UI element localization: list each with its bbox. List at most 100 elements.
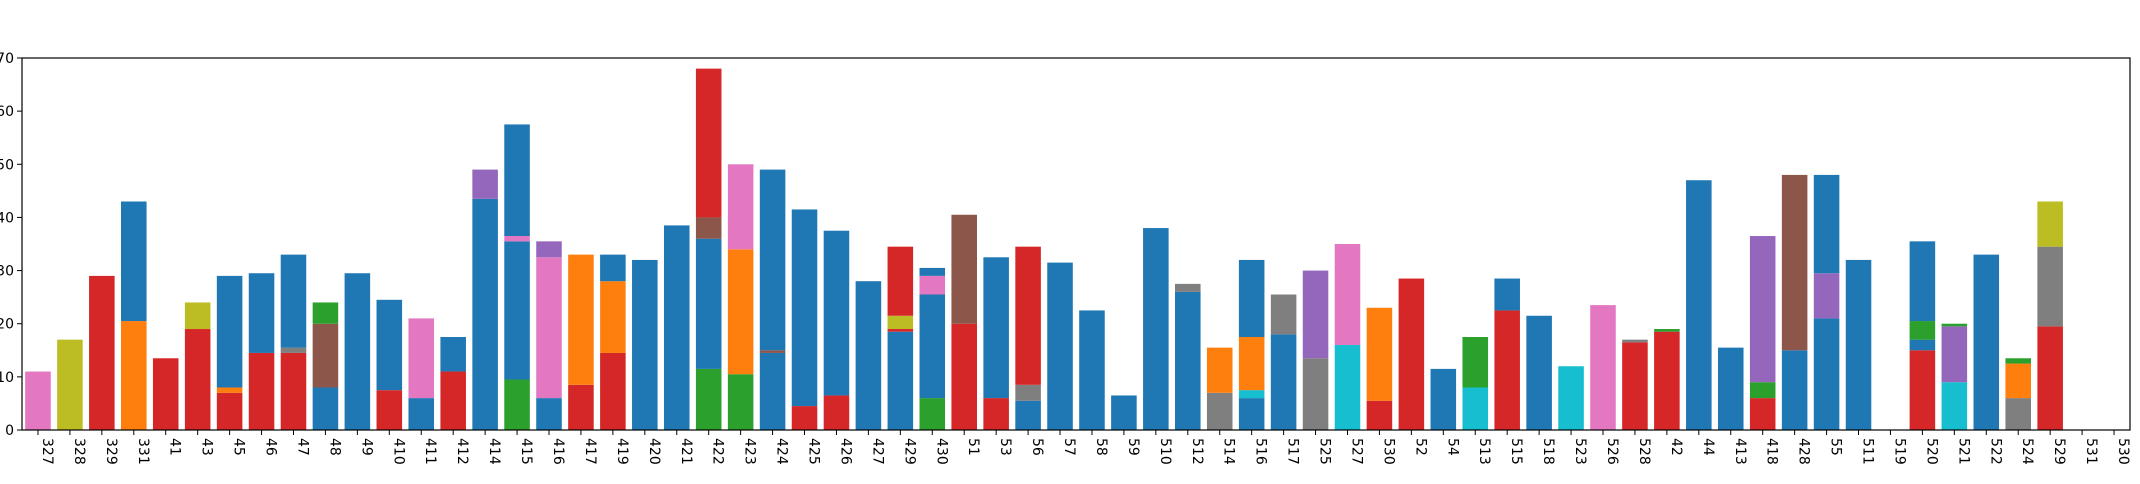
- bar-segment-58-0: [1079, 310, 1105, 430]
- y-tick-label-0: 0: [5, 423, 14, 439]
- bar-segment-520-3: [1909, 241, 1936, 322]
- bar-segment-429-1: [887, 329, 914, 332]
- x-tick-label-48: 48: [326, 438, 342, 456]
- bar-segment-421-0: [663, 225, 690, 430]
- bar-segment-43-1: [184, 302, 211, 330]
- bar-segment-42-1: [1654, 329, 1680, 332]
- x-tick-label-55: 55: [1828, 438, 1844, 456]
- bar-segment-423-0: [727, 374, 754, 430]
- bar-segment-520-1: [1909, 339, 1936, 351]
- bar-segment-419-0: [600, 352, 626, 430]
- x-tick-label-512: 512: [1189, 438, 1205, 465]
- bar-segment-55-0: [1813, 318, 1840, 430]
- bar-segment-524-2: [2005, 358, 2031, 364]
- bar-segment-413-0: [1717, 347, 1744, 430]
- x-tick-label-421: 421: [678, 438, 694, 465]
- bar-segment-424-0: [759, 352, 786, 430]
- bar-segment-513-1: [1462, 337, 1489, 388]
- bar-segment-422-3: [695, 68, 722, 218]
- y-tick-label-50: 50: [0, 157, 14, 173]
- x-tick-label-522: 522: [1987, 438, 2003, 465]
- bar-segment-511-0: [1845, 259, 1872, 430]
- bar-segment-525-0: [1302, 358, 1329, 430]
- x-tick-label-52: 52: [1412, 438, 1428, 456]
- bar-segment-528-1: [1622, 339, 1648, 343]
- bar-segment-410-0: [376, 390, 403, 430]
- bar-segment-47-0: [280, 352, 307, 430]
- bar-segment-331-1: [121, 201, 147, 322]
- x-axis: 327 328 329 331 41 43 45 46 47 48 49 410 411 412 414 41…: [37, 430, 2131, 465]
- bar-segment-424-2: [759, 169, 786, 351]
- bar-segment-430-2: [919, 275, 946, 295]
- y-tick-label-20: 20: [0, 317, 14, 333]
- x-tick-label-47: 47: [294, 438, 310, 456]
- x-tick-label-43: 43: [199, 438, 215, 456]
- bar-segment-423-2: [727, 164, 754, 250]
- x-tick-label-413: 413: [1732, 438, 1748, 465]
- x-tick-label-41: 41: [167, 438, 183, 456]
- bar-segment-410-1: [376, 299, 403, 391]
- y-tick-label-10: 10: [0, 370, 14, 386]
- bar-segment-47-2: [280, 254, 307, 348]
- bar-segment-414-1: [472, 169, 498, 199]
- bar-segment-520-0: [1909, 350, 1936, 430]
- bar-segment-418-2: [1749, 236, 1776, 383]
- bar-segment-415-2: [504, 236, 530, 242]
- x-tick-label-524: 524: [2019, 438, 2035, 465]
- bar-segment-430-0: [919, 398, 946, 430]
- bar-segment-524-0: [2005, 398, 2031, 430]
- x-tick-label-59: 59: [1125, 438, 1141, 456]
- x-tick-label-427: 427: [869, 438, 885, 465]
- bar-segment-429-0: [887, 331, 914, 430]
- x-tick-label-514: 514: [1221, 438, 1237, 465]
- bar-segment-48-1: [312, 323, 339, 388]
- bar-segment-520-2: [1909, 321, 1936, 340]
- bar-segment-331-0: [121, 321, 147, 430]
- bar-segment-415-3: [504, 124, 530, 237]
- bar-segment-527-1: [1334, 244, 1361, 345]
- plot-frame: [21, 57, 2131, 431]
- x-tick-label-411: 411: [422, 438, 438, 465]
- x-tick-label-417: 417: [582, 438, 598, 465]
- x-tick-label-429: 429: [901, 438, 917, 465]
- y-tick-label-40: 40: [0, 210, 14, 226]
- bar-segment-419-1: [600, 281, 626, 353]
- x-tick-label-430: 430: [933, 438, 949, 465]
- bar-segment-430-3: [919, 267, 946, 276]
- y-tick-label-30: 30: [0, 264, 14, 280]
- bar-segment-55-1: [1813, 273, 1840, 319]
- bar-segment-417-1: [568, 254, 594, 385]
- bar-segment-56-1: [1015, 384, 1041, 401]
- x-tick-label-53: 53: [997, 438, 1013, 456]
- x-tick-label-410: 410: [390, 438, 406, 465]
- bar-segment-516-2: [1238, 337, 1265, 391]
- bar-segment-516-0: [1238, 398, 1265, 430]
- bar-segment-521-0: [1941, 382, 1968, 430]
- bar-segment-422-0: [695, 368, 722, 430]
- x-tick-label-523: 523: [1572, 438, 1588, 465]
- x-tick-label-529: 529: [2051, 438, 2067, 465]
- x-tick-label-329: 329: [103, 438, 119, 465]
- bar-segment-524-1: [2005, 363, 2031, 399]
- bar-segment-514-0: [1206, 392, 1233, 430]
- x-tick-label-425: 425: [806, 438, 822, 465]
- bar-segment-415-1: [504, 241, 530, 380]
- bar-segment-418-1: [1749, 382, 1776, 399]
- x-tick-label-527: 527: [1348, 438, 1364, 465]
- x-tick-label-526: 526: [1604, 438, 1620, 465]
- x-tick-label-414: 414: [486, 438, 502, 465]
- bar-segment-529-2: [2037, 201, 2063, 247]
- plot-background: [22, 58, 2130, 430]
- bar-segment-528-0: [1622, 342, 1648, 430]
- x-tick-label-49: 49: [358, 438, 374, 456]
- bar-segment-425-1: [791, 209, 818, 407]
- bar-segment-416-1: [536, 257, 562, 399]
- y-tick-label-70: 70: [0, 51, 14, 67]
- x-tick-label-528: 528: [1636, 438, 1652, 465]
- bar-segment-412-1: [440, 337, 466, 372]
- bar-segment-423-1: [727, 249, 754, 375]
- bar-segment-46-0: [248, 352, 275, 430]
- bars-layer: [25, 68, 2063, 430]
- bar-segment-523-0: [1558, 366, 1584, 430]
- bar-segment-57-0: [1047, 262, 1073, 430]
